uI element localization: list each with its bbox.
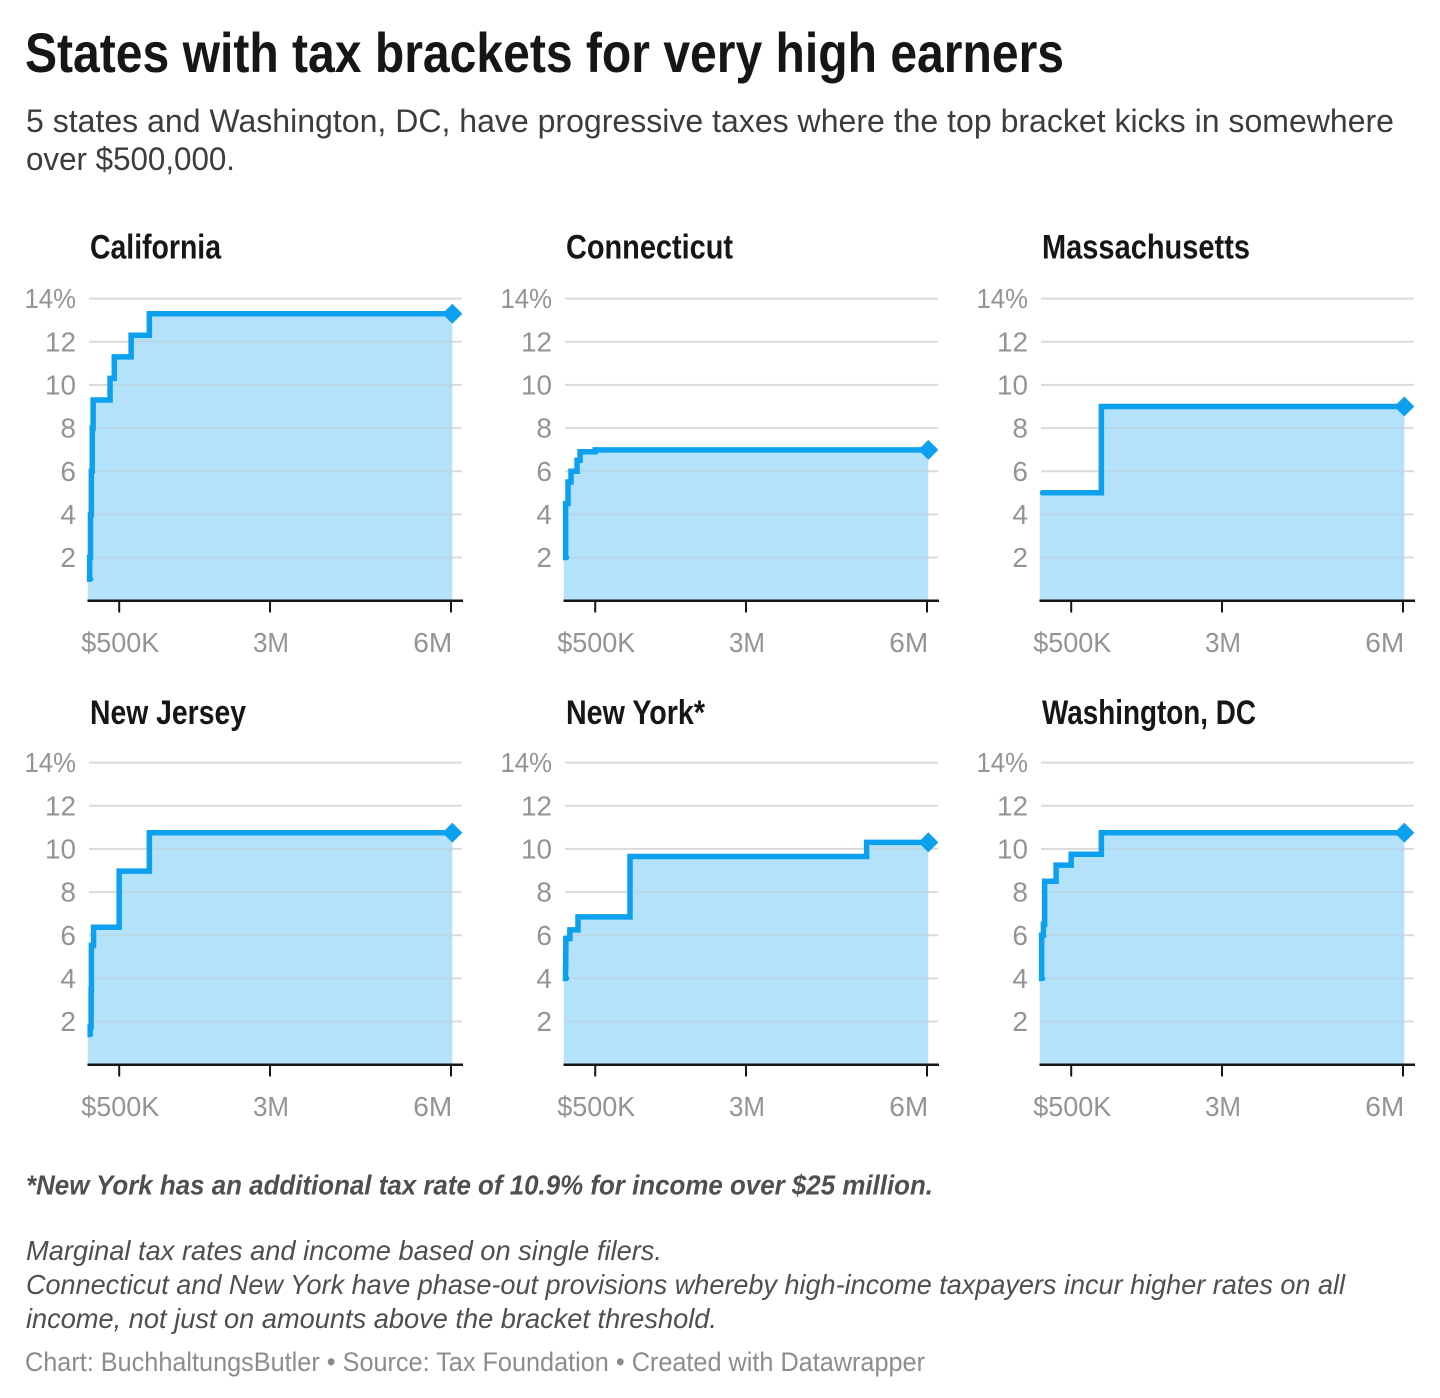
svg-text:$500K: $500K (81, 1091, 159, 1122)
svg-text:Connecticut: Connecticut (566, 228, 733, 266)
svg-text:6M: 6M (413, 1091, 452, 1122)
svg-text:14%: 14% (25, 747, 77, 778)
svg-text:6: 6 (1012, 920, 1028, 951)
svg-text:12: 12 (521, 790, 552, 821)
svg-text:12: 12 (997, 326, 1028, 357)
svg-text:4: 4 (536, 963, 552, 994)
svg-text:14%: 14% (977, 283, 1029, 314)
svg-text:3M: 3M (253, 627, 289, 658)
svg-text:8: 8 (536, 413, 552, 444)
svg-text:Chart: BuchhaltungsButler • So: Chart: BuchhaltungsButler • Source: Tax … (25, 1347, 925, 1377)
svg-text:10: 10 (521, 370, 552, 401)
svg-text:6: 6 (536, 920, 552, 951)
svg-text:2: 2 (1012, 542, 1028, 573)
svg-text:$500K: $500K (81, 627, 159, 658)
svg-text:6: 6 (60, 456, 76, 487)
svg-text:12: 12 (997, 790, 1028, 821)
svg-text:income, not just on amounts ab: income, not just on amounts above the br… (26, 1303, 717, 1334)
svg-text:2: 2 (536, 1006, 552, 1037)
svg-text:10: 10 (997, 370, 1028, 401)
svg-text:6M: 6M (413, 627, 452, 658)
svg-text:10: 10 (521, 834, 552, 865)
svg-text:Massachusetts: Massachusetts (1042, 228, 1250, 266)
svg-text:6: 6 (1012, 456, 1028, 487)
svg-text:10: 10 (45, 834, 76, 865)
svg-text:12: 12 (521, 326, 552, 357)
svg-text:6M: 6M (1365, 1091, 1404, 1122)
svg-text:10: 10 (45, 370, 76, 401)
svg-text:3M: 3M (253, 1091, 289, 1122)
svg-text:New Jersey: New Jersey (90, 694, 246, 732)
svg-text:$500K: $500K (557, 627, 635, 658)
svg-text:4: 4 (60, 963, 76, 994)
svg-text:4: 4 (1012, 499, 1028, 530)
svg-text:California: California (90, 228, 222, 266)
svg-text:6: 6 (60, 920, 76, 951)
svg-text:10: 10 (997, 834, 1028, 865)
svg-text:6M: 6M (889, 627, 928, 658)
svg-text:*New York has an additional ta: *New York has an additional tax rate of … (26, 1170, 933, 1201)
svg-text:8: 8 (1012, 413, 1028, 444)
svg-text:6M: 6M (889, 1091, 928, 1122)
svg-text:8: 8 (536, 877, 552, 908)
svg-text:6: 6 (536, 456, 552, 487)
svg-text:$500K: $500K (1033, 627, 1111, 658)
svg-text:3M: 3M (1205, 627, 1241, 658)
svg-text:14%: 14% (977, 747, 1029, 778)
svg-text:Marginal tax rates and income: Marginal tax rates and income based on s… (26, 1235, 662, 1266)
svg-text:4: 4 (60, 499, 76, 530)
svg-text:Connecticut and New York have: Connecticut and New York have phase-out … (26, 1269, 1346, 1300)
svg-text:2: 2 (536, 542, 552, 573)
svg-text:14%: 14% (501, 283, 553, 314)
svg-text:$500K: $500K (1033, 1091, 1111, 1122)
svg-text:States with tax brackets for v: States with tax brackets for very high e… (25, 21, 1064, 84)
svg-text:3M: 3M (1205, 1091, 1241, 1122)
svg-text:2: 2 (60, 1006, 76, 1037)
svg-text:New York*: New York* (566, 694, 706, 732)
svg-text:$500K: $500K (557, 1091, 635, 1122)
svg-text:5 states and Washington, DC, h: 5 states and Washington, DC, have progre… (26, 103, 1394, 139)
svg-text:14%: 14% (501, 747, 553, 778)
svg-text:3M: 3M (729, 627, 765, 658)
svg-text:8: 8 (1012, 877, 1028, 908)
svg-text:14%: 14% (25, 283, 77, 314)
svg-text:12: 12 (45, 790, 76, 821)
svg-text:6M: 6M (1365, 627, 1404, 658)
svg-text:12: 12 (45, 326, 76, 357)
svg-text:4: 4 (1012, 963, 1028, 994)
svg-text:over $500,000.: over $500,000. (26, 141, 235, 177)
svg-text:8: 8 (60, 413, 76, 444)
svg-text:2: 2 (1012, 1006, 1028, 1037)
svg-text:Washington, DC: Washington, DC (1042, 694, 1256, 732)
svg-text:3M: 3M (729, 1091, 765, 1122)
svg-text:8: 8 (60, 877, 76, 908)
svg-text:2: 2 (60, 542, 76, 573)
svg-text:4: 4 (536, 499, 552, 530)
